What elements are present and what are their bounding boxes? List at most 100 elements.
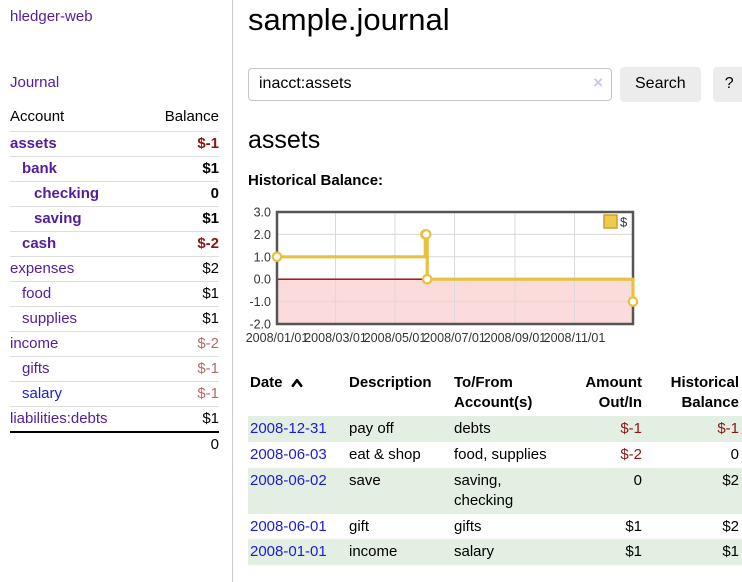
account-link-assets[interactable]: assets (10, 135, 57, 152)
account-link-gifts[interactable]: gifts (22, 360, 50, 377)
accounts-table: Account Balance assets $-1 bank $1 checking 0… (10, 104, 219, 457)
register-row: 2008-06-02 save saving, checking 0 $2 (248, 467, 742, 514)
register-accounts: gifts (454, 517, 482, 535)
accounts-header-account: Account (10, 108, 65, 125)
register-description: eat & shop (349, 445, 421, 463)
register-date-link[interactable]: 2008-12-31 (250, 419, 327, 437)
account-balance: $1 (202, 310, 219, 327)
account-row: food $1 (10, 281, 219, 307)
chart-point (627, 296, 639, 307)
account-row: liabilities:debts $1 (10, 406, 219, 433)
chart-xtick-label: 2008/11/01 (544, 331, 606, 345)
register-amount: $1 (625, 517, 642, 535)
search-form: × Search ? (248, 66, 742, 102)
page-title: sample.journal (248, 2, 450, 37)
account-row: expenses $2 (10, 256, 219, 282)
chart-ytick-label: -2.0 (249, 317, 271, 331)
register-row: 2008-01-01 income salary $1 $1 (248, 539, 742, 566)
account-balance: $-1 (197, 385, 219, 402)
account-link-expenses[interactable]: expenses (10, 260, 75, 277)
account-link-income[interactable]: income (10, 335, 59, 352)
chart-ytick-label: 2.0 (254, 228, 271, 242)
help-button[interactable]: ? (712, 66, 742, 102)
register-balance: $1 (722, 543, 739, 561)
account-row: income $-2 (10, 331, 219, 357)
account-balance: $1 (202, 210, 219, 227)
search-button[interactable]: Search (620, 66, 701, 102)
register-col-historical: Historical Balance (670, 373, 739, 411)
register-accounts: food, supplies (454, 445, 547, 463)
sort-asc-icon[interactable] (291, 378, 303, 388)
account-row: saving $1 (10, 206, 219, 232)
register-description: gift (349, 517, 370, 535)
register-accounts: saving, checking (454, 471, 514, 509)
register-balance: $-1 (717, 419, 739, 437)
account-link-salary[interactable]: salary (22, 385, 63, 402)
chart-xtick-label: 2008/09/01 (484, 331, 547, 345)
account-heading: assets (248, 125, 321, 154)
register-row: 2008-06-03 eat & shop food, supplies $-2 0 (248, 442, 742, 468)
chart-xtick-label: 2008/01/01 (246, 331, 309, 345)
chart-title: Historical Balance: (248, 171, 384, 189)
register-row: 2008-12-31 pay off debts $-1 $-1 (248, 415, 742, 442)
account-link-checking[interactable]: checking (34, 185, 100, 202)
search-input[interactable] (248, 67, 612, 101)
chart-point (421, 273, 433, 285)
chart-xtick-label: 2008/03/01 (304, 331, 367, 345)
register-date-link[interactable]: 2008-01-01 (250, 543, 327, 561)
accounts-header-row: Account Balance (10, 104, 219, 132)
register-date-link[interactable]: 2008-06-02 (250, 471, 327, 489)
register-col-date[interactable]: Date (248, 370, 347, 416)
register-balance: 0 (730, 445, 739, 463)
account-balance: $1 (202, 410, 219, 427)
chart-point (271, 251, 283, 262)
clear-search-icon[interactable]: × (593, 73, 603, 93)
register-balance: $2 (722, 517, 739, 535)
app-title-link[interactable]: hledger-web (10, 8, 93, 25)
chart-ytick-label: -1.0 (249, 295, 271, 309)
account-row: bank $1 (10, 156, 219, 182)
account-balance: $-2 (197, 335, 219, 352)
account-link-supplies[interactable]: supplies (22, 310, 78, 327)
account-balance: $2 (202, 260, 219, 277)
account-link-liabilities-debts[interactable]: liabilities:debts (10, 410, 108, 427)
register-accounts: debts (454, 419, 491, 437)
account-link-saving[interactable]: saving (34, 210, 82, 227)
register-amount: $-1 (620, 419, 642, 437)
sidebar-item-journal[interactable]: Journal (10, 74, 60, 91)
account-row: cash $-2 (10, 231, 219, 257)
account-row: assets $-1 (10, 131, 219, 157)
chart-ytick-label: 3.0 (254, 205, 271, 219)
chart-point (420, 228, 432, 240)
accounts-header-balance: Balance (164, 108, 219, 125)
register-description: pay off (349, 419, 394, 437)
register-balance: $2 (722, 471, 739, 489)
account-row: checking 0 (10, 181, 219, 207)
account-link-bank[interactable]: bank (22, 160, 58, 177)
register-amount: $1 (625, 543, 642, 561)
chart-xtick-label: 2008/07/01 (423, 331, 486, 345)
legend-swatch (603, 214, 618, 229)
chart-ytick-label: 1.0 (254, 250, 271, 264)
register-row: 2008-06-01 gift gifts $1 $2 (248, 514, 742, 540)
balance-chart: 3.0 2.0 1.0 0.0 -1.0 -2.02008/01/012008/03/01… (246, 205, 639, 345)
main-content: sample.journal × Search ? assets Histori… (233, 0, 742, 582)
sidebar: hledger-web Journal Account Balance asse… (0, 0, 233, 582)
register-date-link[interactable]: 2008-06-01 (250, 517, 327, 535)
register-col-to/from: To/From Account(s) (454, 373, 533, 411)
search-input-wrap: × (248, 67, 612, 101)
register-col-amount: Amount Out/In (585, 373, 642, 411)
chart-xtick-label: 2008/05/01 (364, 331, 427, 345)
account-balance: $1 (202, 160, 219, 177)
account-balance: 0 (210, 185, 219, 202)
register-date-link[interactable]: 2008-06-03 (250, 445, 327, 463)
register-description: save (349, 471, 381, 489)
account-link-cash[interactable]: cash (22, 235, 57, 252)
account-link-food[interactable]: food (22, 285, 52, 302)
account-row: salary $-1 (10, 381, 219, 407)
register-amount: $-2 (620, 445, 642, 463)
chart-plot-border (275, 210, 635, 326)
accounts-total-row: 0 (10, 432, 219, 457)
account-balance: $-2 (197, 235, 219, 252)
